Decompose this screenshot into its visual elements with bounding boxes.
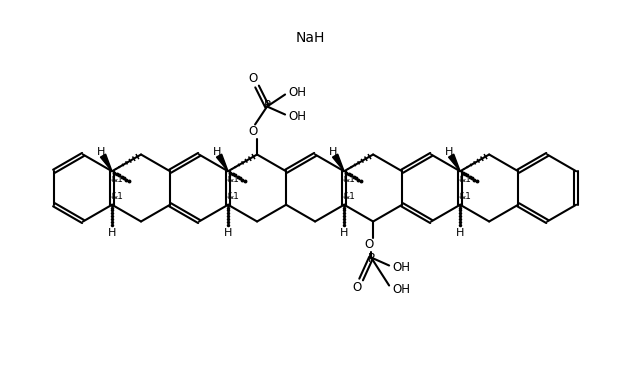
Text: H: H xyxy=(329,147,337,157)
Text: O: O xyxy=(248,72,258,85)
Polygon shape xyxy=(449,154,460,171)
Text: H: H xyxy=(445,147,453,157)
Text: O: O xyxy=(365,238,374,251)
Text: P: P xyxy=(368,252,375,265)
Text: P: P xyxy=(264,99,270,112)
Text: H: H xyxy=(340,228,348,238)
Text: O: O xyxy=(353,281,362,294)
Text: OH: OH xyxy=(392,283,410,296)
Text: NaH: NaH xyxy=(295,31,325,45)
Text: H: H xyxy=(224,228,232,238)
Text: OH: OH xyxy=(288,86,306,99)
Text: OH: OH xyxy=(288,110,306,123)
Text: H: H xyxy=(108,228,116,238)
Text: &1: &1 xyxy=(111,192,123,201)
Text: H: H xyxy=(97,147,105,157)
Text: H: H xyxy=(456,228,465,238)
Text: &1: &1 xyxy=(227,192,240,201)
Polygon shape xyxy=(332,154,344,171)
Text: &1: &1 xyxy=(343,175,356,184)
Polygon shape xyxy=(100,154,112,171)
Polygon shape xyxy=(217,154,228,171)
Text: &1: &1 xyxy=(343,192,356,201)
Text: &1: &1 xyxy=(227,175,240,184)
Text: &1: &1 xyxy=(459,175,471,184)
Text: O: O xyxy=(248,125,258,138)
Text: &1: &1 xyxy=(111,175,123,184)
Text: &1: &1 xyxy=(459,192,471,201)
Text: H: H xyxy=(213,147,221,157)
Text: OH: OH xyxy=(392,261,410,274)
